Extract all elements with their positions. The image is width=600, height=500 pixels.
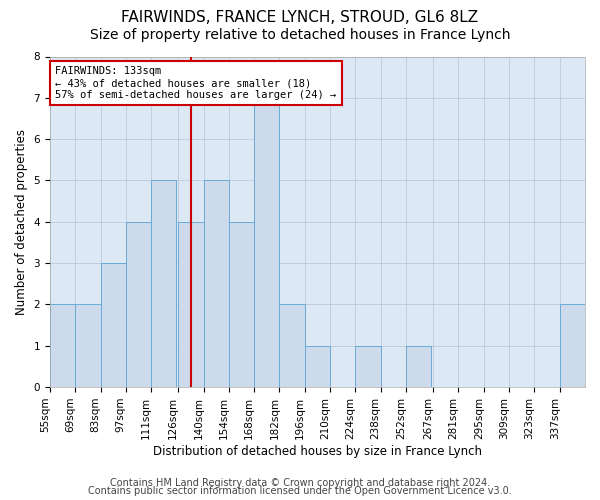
Bar <box>280 304 305 387</box>
Bar <box>151 180 176 387</box>
Y-axis label: Number of detached properties: Number of detached properties <box>15 129 28 315</box>
Text: FAIRWINDS, FRANCE LYNCH, STROUD, GL6 8LZ: FAIRWINDS, FRANCE LYNCH, STROUD, GL6 8LZ <box>121 10 479 25</box>
Bar <box>254 98 280 387</box>
Bar <box>126 222 151 387</box>
Bar <box>178 222 203 387</box>
Bar <box>305 346 330 387</box>
Bar <box>75 304 101 387</box>
Bar <box>229 222 254 387</box>
Text: FAIRWINDS: 133sqm
← 43% of detached houses are smaller (18)
57% of semi-detached: FAIRWINDS: 133sqm ← 43% of detached hous… <box>55 66 337 100</box>
Text: Contains HM Land Registry data © Crown copyright and database right 2024.: Contains HM Land Registry data © Crown c… <box>110 478 490 488</box>
Bar <box>101 263 126 387</box>
Bar <box>50 304 75 387</box>
X-axis label: Distribution of detached houses by size in France Lynch: Distribution of detached houses by size … <box>153 444 482 458</box>
Text: Contains public sector information licensed under the Open Government Licence v3: Contains public sector information licen… <box>88 486 512 496</box>
Bar <box>355 346 381 387</box>
Bar <box>560 304 585 387</box>
Text: Size of property relative to detached houses in France Lynch: Size of property relative to detached ho… <box>90 28 510 42</box>
Bar <box>406 346 431 387</box>
Bar <box>203 180 229 387</box>
